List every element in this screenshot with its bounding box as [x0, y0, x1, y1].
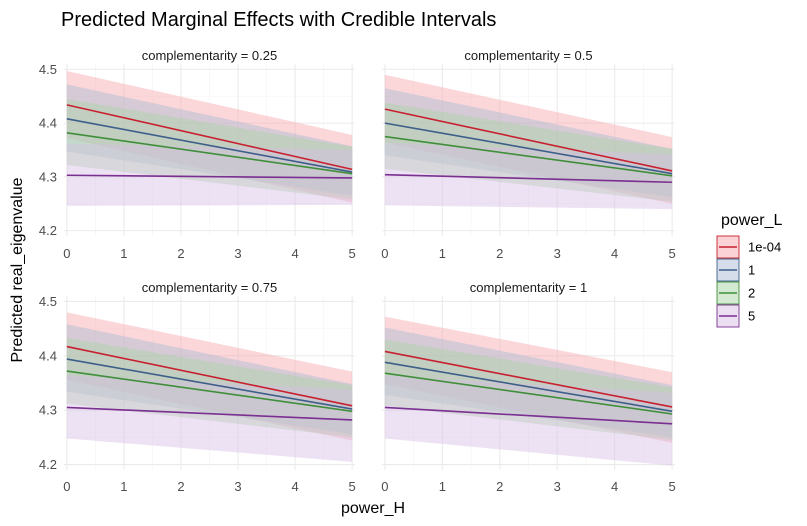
y-tick-label: 4.2	[39, 223, 57, 238]
series-line	[384, 350, 673, 408]
series-line	[384, 108, 673, 172]
x-tick-label: 0	[63, 246, 70, 261]
series-line	[66, 370, 353, 413]
series-line	[66, 132, 353, 175]
series-line	[384, 361, 673, 413]
y-tick-label: 4.5	[39, 294, 57, 309]
credible-interval-band	[66, 98, 353, 200]
legend-label: 1e-04	[748, 240, 781, 255]
x-tick-label: 4	[611, 479, 618, 494]
x-tick-label: 5	[669, 246, 676, 261]
x-tick-label: 0	[381, 479, 388, 494]
y-tick-label: 4.4	[39, 116, 57, 131]
facet-panel: complementarity = 0.25 0 1 2 3 4 5 4.2 4.3 4.4 4.5	[39, 48, 356, 261]
legend-item: 5	[716, 304, 755, 328]
facet-strip-label: complementarity = 1	[470, 280, 587, 295]
facet-strip-label: complementarity = 0.25	[142, 48, 277, 63]
credible-interval-band	[66, 337, 353, 438]
facet-panel: complementarity = 0.75 0 1 2 3 4 5 4.2 4.3 4.4 4.5	[39, 280, 356, 494]
series-line	[384, 122, 673, 175]
x-tick-label: 5	[349, 479, 356, 494]
series-line	[66, 104, 353, 171]
legend-item: 1	[716, 258, 755, 282]
facet-panel: complementarity = 0.5 0 1 2 3 4 5	[381, 48, 675, 261]
series-line	[384, 135, 673, 177]
y-tick-label: 4.3	[39, 169, 57, 184]
x-tick-label: 5	[349, 246, 356, 261]
x-tick-label: 3	[554, 246, 561, 261]
x-tick-label: 0	[381, 246, 388, 261]
x-tick-label: 1	[439, 246, 446, 261]
credible-interval-band	[384, 327, 673, 438]
credible-interval-band	[384, 375, 673, 466]
series-line	[66, 174, 353, 179]
legend: power_L 1e-04 1 2 5	[716, 212, 782, 328]
x-tick-label: 3	[234, 246, 241, 261]
legend-label: 2	[748, 286, 755, 301]
x-tick-label: 2	[177, 246, 184, 261]
x-tick-label: 1	[120, 246, 127, 261]
x-tick-label: 2	[177, 479, 184, 494]
x-tick-label: 3	[234, 479, 241, 494]
x-tick-label: 4	[291, 246, 298, 261]
y-axis-title: Predicted real_eigenvalue	[9, 177, 26, 362]
y-tick-label: 4.2	[39, 457, 57, 472]
x-tick-label: 4	[611, 246, 618, 261]
series-line	[66, 358, 353, 410]
x-tick-label: 3	[554, 479, 561, 494]
credible-interval-band	[66, 324, 353, 435]
legend-label: 1	[748, 263, 755, 278]
y-tick-label: 4.3	[39, 403, 57, 418]
chart-title: Predicted Marginal Effects with Credible…	[61, 9, 496, 31]
y-tick-label: 4.4	[39, 348, 57, 363]
x-tick-label: 4	[291, 479, 298, 494]
x-tick-label: 5	[669, 479, 676, 494]
facet-strip-label: complementarity = 0.5	[464, 48, 592, 63]
x-tick-label: 1	[120, 479, 127, 494]
x-tick-label: 0	[63, 479, 70, 494]
facet-panels: complementarity = 0.25 0 1 2 3 4 5 4.2 4.3 4.4 4.5…	[39, 48, 676, 494]
credible-interval-band	[384, 143, 673, 210]
x-tick-label: 2	[496, 479, 503, 494]
credible-interval-band	[66, 84, 353, 196]
series-line	[384, 372, 673, 415]
series-line	[384, 406, 673, 425]
series-line	[384, 173, 673, 184]
series-line	[66, 345, 353, 407]
legend-label: 5	[748, 309, 755, 324]
y-tick-label: 4.5	[39, 62, 57, 77]
credible-interval-band	[384, 88, 673, 198]
series-line	[66, 118, 353, 173]
x-tick-label: 2	[496, 246, 503, 261]
legend-item: 2	[716, 281, 755, 305]
x-tick-label: 1	[439, 479, 446, 494]
legend-item: 1e-04	[716, 235, 781, 259]
facet-strip-label: complementarity = 0.75	[142, 280, 277, 295]
facet-panel: complementarity = 1 0 1 2 3 4 5	[381, 280, 675, 494]
legend-title: power_L	[721, 212, 782, 229]
series-line	[66, 406, 353, 421]
x-axis-title: power_H	[341, 500, 405, 517]
